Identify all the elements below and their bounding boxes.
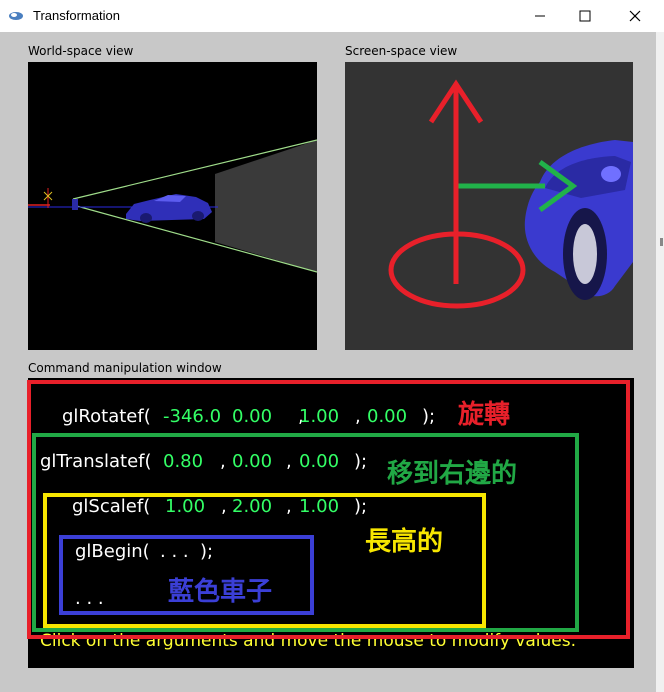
translate-annotation-label: 移到右邊的 bbox=[387, 459, 518, 489]
minimize-icon bbox=[535, 15, 545, 17]
translate-end: ); bbox=[354, 451, 368, 472]
car-hubcap-screen bbox=[573, 224, 597, 284]
scale-sep-1: , bbox=[221, 496, 227, 517]
rotate-x-arg[interactable]: 0.00 bbox=[232, 406, 273, 427]
rotate-sep-2: , bbox=[355, 406, 361, 427]
translate-arrow-head bbox=[538, 159, 578, 213]
screen-space-view[interactable] bbox=[345, 62, 633, 350]
translate-sep-1: , bbox=[220, 451, 226, 472]
car-highlight-screen bbox=[601, 166, 621, 182]
begin-body-dots: . . . bbox=[75, 588, 104, 609]
translate-y-arg[interactable]: 0.00 bbox=[232, 451, 273, 472]
scale-annotation-label: 長高的 bbox=[365, 527, 444, 557]
close-icon bbox=[629, 10, 641, 22]
scale-annotation-box bbox=[43, 493, 486, 628]
command-window-label: Command manipulation window bbox=[28, 361, 222, 375]
translate-sep-2: , bbox=[286, 451, 292, 472]
begin-function: glBegin( bbox=[75, 541, 150, 562]
rotate-angle-arg[interactable]: -346.0 bbox=[163, 406, 222, 427]
rotate-z-arg[interactable]: 0.00 bbox=[367, 406, 408, 427]
rotate-annotation-label: 旋轉 bbox=[458, 400, 511, 430]
maximize-button[interactable] bbox=[562, 0, 608, 32]
rotate-end: ); bbox=[422, 406, 436, 427]
scale-x-arg[interactable]: 1.00 bbox=[165, 496, 206, 517]
car-wheel-rear-world bbox=[192, 211, 204, 221]
scale-y-arg[interactable]: 2.00 bbox=[232, 496, 273, 517]
close-button[interactable] bbox=[612, 0, 658, 32]
camera-body bbox=[72, 199, 78, 210]
window-right-edge bbox=[656, 32, 664, 692]
begin-annotation-label: 藍色車子 bbox=[168, 577, 273, 607]
translate-x-arg[interactable]: 0.80 bbox=[163, 451, 204, 472]
resize-grip[interactable] bbox=[660, 238, 663, 246]
world-scene bbox=[28, 139, 318, 273]
world-view-label: World-space view bbox=[28, 44, 134, 58]
title-bar: Transformation bbox=[0, 0, 664, 32]
begin-args-dots[interactable]: . . . bbox=[160, 541, 189, 562]
world-axis-marker-b bbox=[43, 191, 53, 201]
translate-z-arg[interactable]: 0.00 bbox=[299, 451, 340, 472]
rotate-sep-1: , bbox=[298, 406, 304, 427]
minimize-button[interactable] bbox=[517, 0, 563, 32]
scale-z-arg[interactable]: 1.00 bbox=[299, 496, 340, 517]
world-space-view[interactable] bbox=[28, 62, 318, 350]
screen-scene bbox=[388, 79, 633, 309]
car-wheel-front-world bbox=[140, 213, 152, 223]
translate-annotation-box bbox=[32, 433, 579, 632]
maximize-icon bbox=[579, 10, 591, 22]
rotate-annotation-box bbox=[27, 380, 630, 639]
window-title: Transformation bbox=[33, 8, 120, 23]
frustum-edge-top bbox=[72, 139, 318, 200]
begin-annotation-box bbox=[59, 535, 314, 615]
scale-function: glScalef( bbox=[72, 496, 151, 517]
scale-arrow-head bbox=[428, 79, 484, 124]
frustum-far-plane bbox=[215, 140, 317, 272]
app-icon bbox=[9, 12, 23, 20]
rotate-y-arg[interactable]: 1.00 bbox=[299, 406, 340, 427]
rotate-function: glRotatef( bbox=[62, 406, 151, 427]
frustum-edge-bottom bbox=[72, 204, 318, 273]
begin-end: ); bbox=[200, 541, 214, 562]
rotate-ellipse bbox=[388, 231, 526, 309]
scale-sep-2: , bbox=[286, 496, 292, 517]
scale-end: ); bbox=[354, 496, 368, 517]
car-window-world bbox=[154, 195, 186, 202]
screen-view-label: Screen-space view bbox=[345, 44, 458, 58]
translate-function: glTranslatef( bbox=[40, 451, 152, 472]
